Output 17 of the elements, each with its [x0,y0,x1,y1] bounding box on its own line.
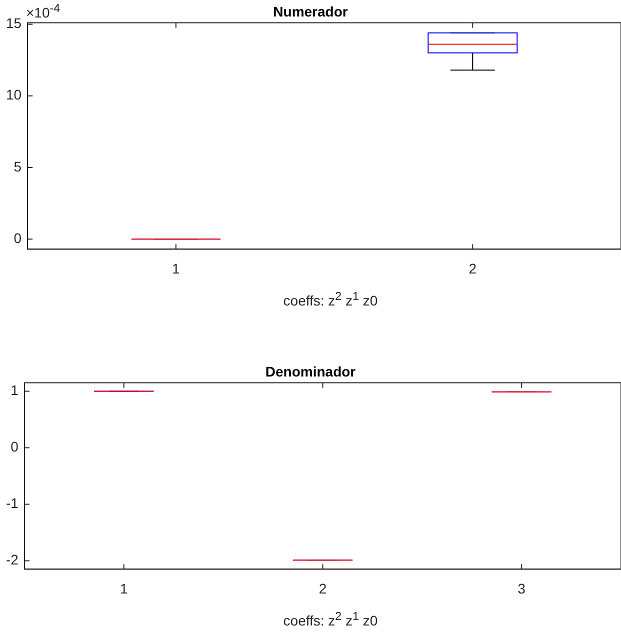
x-tick-label: 1 [120,580,128,596]
text: ×10$^{-4}$ [26,2,60,21]
y-tick-label: -2 [6,552,19,568]
y-tick-label: 10 [6,86,22,103]
y-tick-label: 5 [14,158,22,174]
chart-title: Denominador [265,363,356,380]
y-tick-label: 1 [10,382,19,398]
x-tick-label: 3 [518,580,526,596]
x-axis-title: coeffs: z$^{2}$ z$^{1}$ z0 [282,290,379,311]
x-tick-label: 2 [468,260,477,276]
x-axis-title: coeffs: z$^{2}$ z$^{1}$ z0 [282,610,379,631]
y-tick-label: 0 [10,438,19,455]
y-tick-label: -1 [6,495,19,512]
y-tick-label: 15 [6,15,22,32]
y-tick-label: 0 [14,230,22,246]
x-tick-label: 2 [318,580,327,596]
chart-title: Numerador [273,3,348,20]
